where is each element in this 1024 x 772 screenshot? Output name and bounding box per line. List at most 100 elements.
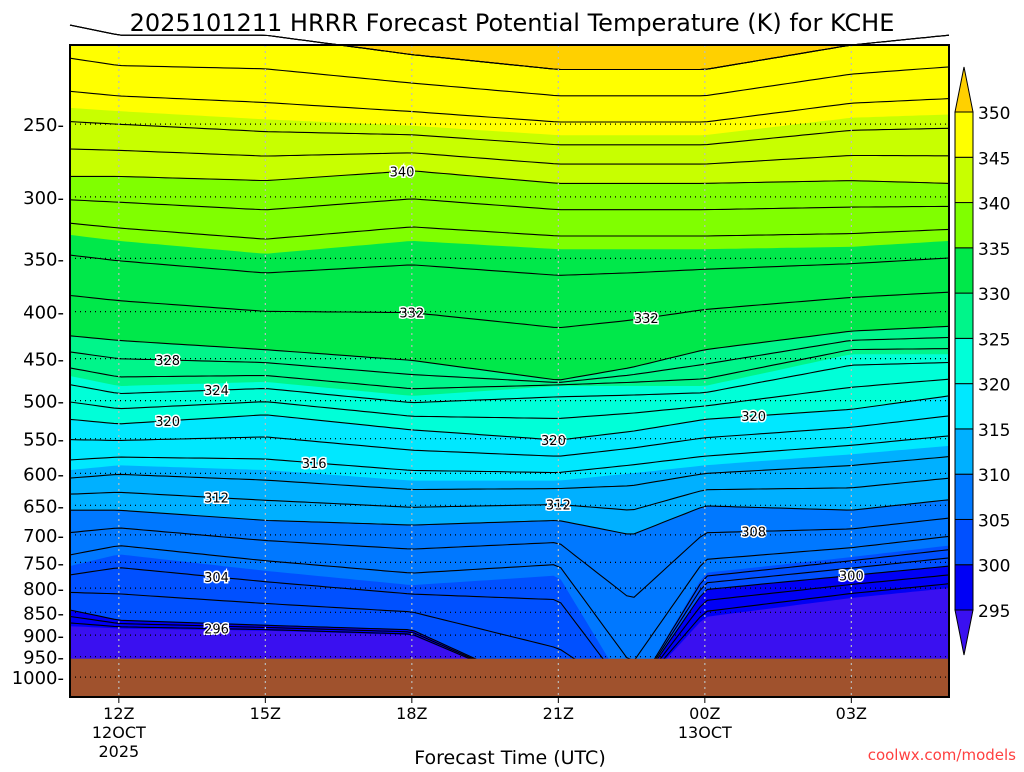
contour-label-332: 332 xyxy=(399,307,424,322)
isentrope-316 xyxy=(69,435,950,474)
isentrope-312 xyxy=(69,477,950,511)
y-tick-label: 850- xyxy=(23,603,64,624)
isentrope-338 xyxy=(69,198,949,211)
colorbar-label: 350 xyxy=(978,104,1010,124)
y-tick-label: 500- xyxy=(23,392,64,413)
fill-band-above-345 xyxy=(70,45,949,136)
isentrope-346 xyxy=(69,90,950,123)
colorbar: 295 300 305 310 315 320 325 330 335 340 345 350 xyxy=(954,66,1010,656)
isentrope-344 xyxy=(69,121,950,146)
colorbar-label: 335 xyxy=(978,240,1010,260)
isentrope-320 xyxy=(69,395,950,441)
contour-label-312: 312 xyxy=(204,492,229,507)
contour-label-304: 304 xyxy=(204,571,229,586)
y-tick-label: 600- xyxy=(23,464,64,485)
contour-label-324: 324 xyxy=(204,384,229,399)
isentrope-322 xyxy=(69,378,950,419)
x-tick-sublabel: 12OCT xyxy=(92,723,146,742)
isentrope-336 xyxy=(69,222,950,240)
y-tick-label: 650- xyxy=(23,496,64,517)
colorbar-band-335 xyxy=(954,202,974,249)
x-tick-label: 12Z xyxy=(103,704,134,723)
contour-label-308: 308 xyxy=(741,525,766,540)
isentrope-342 xyxy=(69,148,949,165)
colorbar-band-295 xyxy=(954,564,974,611)
isentrope-330 xyxy=(69,325,950,381)
y-tick-label: 700- xyxy=(23,526,64,547)
colorbar-label: 295 xyxy=(978,602,1010,622)
colorbar-label: 305 xyxy=(978,511,1010,531)
y-tick-label: 800- xyxy=(23,579,64,600)
x-tick-label: 21Z xyxy=(543,704,574,723)
colorbar-label: 340 xyxy=(978,195,1010,215)
x-tick-label: 15Z xyxy=(250,704,281,723)
colorbar-label: 315 xyxy=(978,421,1010,441)
contour-label-300: 300 xyxy=(839,569,864,584)
fill-band-above-350 xyxy=(70,45,949,70)
colorbar-upper-triangle xyxy=(954,66,974,113)
plot-area: 340 332 332 328 324 320 320 320 316 312 312 308 304 3… xyxy=(69,24,950,698)
x-axis-label: Forecast Time (UTC) xyxy=(414,747,605,768)
contour-label-320: 320 xyxy=(741,410,766,425)
isentrope-328 xyxy=(69,336,950,383)
isentrope-354 xyxy=(69,24,950,71)
isentrope-306 xyxy=(69,535,950,662)
axes: 250- 300- 350- 400- 450- 500- 550- 600- 650- 700-… xyxy=(12,44,950,761)
y-tick-label: 1000- xyxy=(12,668,64,689)
y-tick-label: 400- xyxy=(23,303,64,324)
isentrope-314 xyxy=(69,456,950,491)
y-tick-label: 450- xyxy=(23,350,64,371)
isentrope-310 xyxy=(70,499,950,535)
isentrope-324 xyxy=(69,361,950,404)
plot-frame xyxy=(69,44,950,698)
x-tick-label: 03Z xyxy=(836,704,867,723)
y-tick-label: 550- xyxy=(23,430,64,451)
contour-label-312: 312 xyxy=(546,498,571,513)
x-tick-label: 00Z xyxy=(689,704,720,723)
y-tick-label: 350- xyxy=(23,249,64,270)
isentrope-332 xyxy=(69,291,950,329)
isentrope-334 xyxy=(69,254,950,276)
x-tick-label: 18Z xyxy=(396,704,427,723)
colorbar-band-320 xyxy=(954,337,974,385)
x-tick-sublabel: 13OCT xyxy=(678,723,732,742)
isentrope-348 xyxy=(69,57,950,97)
colorbar-lower-triangle xyxy=(954,609,974,656)
colorbar-band-330 xyxy=(954,247,974,294)
colorbar-band-325 xyxy=(954,292,974,339)
contour-label-320: 320 xyxy=(155,415,180,430)
isentrope-318 xyxy=(69,415,950,457)
chart-title: 2025101211 HRRR Forecast Potential Tempe… xyxy=(130,9,895,37)
colorbar-band-305 xyxy=(954,473,974,520)
colorbar-band-345 xyxy=(954,111,974,158)
contour-label-296: 296 xyxy=(204,623,229,638)
contour-label-316: 316 xyxy=(302,457,327,472)
colorbar-label: 310 xyxy=(978,466,1010,486)
isentrope-326 xyxy=(69,348,950,390)
ground xyxy=(70,658,949,697)
isentrope-304 xyxy=(69,549,950,694)
colorbar-band-310 xyxy=(954,428,974,475)
contour-label-328: 328 xyxy=(155,354,180,369)
colorbar-label: 300 xyxy=(978,557,1010,577)
y-tick-label: 300- xyxy=(23,188,64,209)
watermark: coolwx.com/models xyxy=(868,746,1016,764)
x-tick-sublabel: 2025 xyxy=(98,742,139,761)
isentrope-302 xyxy=(69,557,950,694)
y-tick-label: 950- xyxy=(23,648,64,669)
colorbar-band-300 xyxy=(954,518,974,566)
colorbar-label: 345 xyxy=(978,149,1010,169)
isentrope-340 xyxy=(70,170,950,184)
isentrope-308 xyxy=(69,517,950,598)
colorbar-label: 320 xyxy=(978,376,1010,396)
y-tick-label: 250- xyxy=(23,115,64,136)
contour-label-332: 332 xyxy=(634,312,659,327)
colorbar-band-340 xyxy=(954,156,974,204)
colorbar-label: 325 xyxy=(978,330,1010,350)
colorbar-band-315 xyxy=(954,383,974,430)
contour-label-340: 340 xyxy=(390,165,415,180)
y-tick-label: 750- xyxy=(23,553,64,574)
contour-label-320: 320 xyxy=(541,434,566,449)
